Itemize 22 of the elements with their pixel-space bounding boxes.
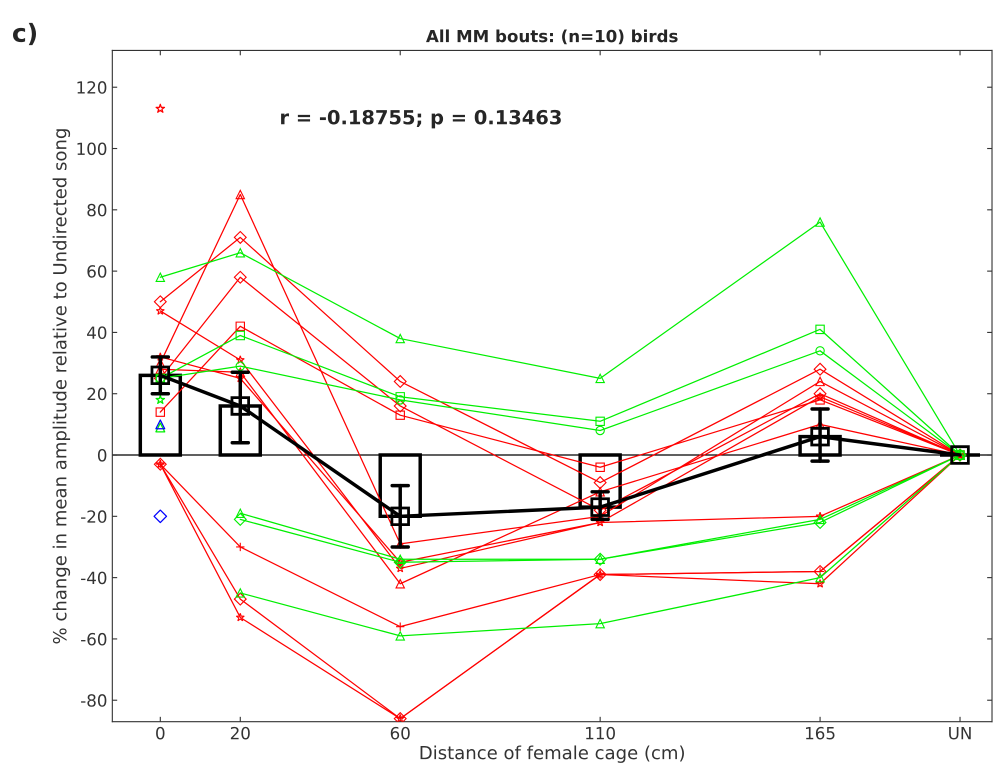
y-axis-title: % change in mean amplitude relative to Undirected song: [52, 129, 70, 644]
x-axis-title: Distance of female cage (cm): [420, 745, 684, 763]
x-tick-label: UN: [949, 727, 971, 740]
y-tick-label: 120: [77, 81, 106, 94]
x-tick-label: 165: [806, 726, 835, 740]
x-tick-label: 110: [586, 726, 615, 740]
x-tick-label: 20: [230, 726, 250, 740]
y-tick-label: -60: [81, 632, 106, 646]
y-tick-label: 60: [87, 265, 106, 278]
y-tick-label: -80: [81, 694, 106, 707]
y-tick-label: 40: [87, 326, 106, 339]
x-tick-label: 0: [156, 726, 164, 740]
y-tick-label: -40: [81, 572, 106, 584]
y-tick-label: 0: [98, 448, 106, 462]
annotation: r = -0.18755; p = 0.13463: [281, 110, 561, 128]
y-tick-label: 80: [87, 204, 106, 216]
x-tick-label: 60: [390, 726, 410, 740]
y-tick-label: 100: [77, 142, 106, 156]
y-tick-label: -20: [81, 510, 106, 523]
text: c): [13, 22, 36, 46]
chart-title: All MM bouts: (n=10) birds: [426, 29, 678, 44]
y-tick-label: 20: [87, 388, 106, 400]
